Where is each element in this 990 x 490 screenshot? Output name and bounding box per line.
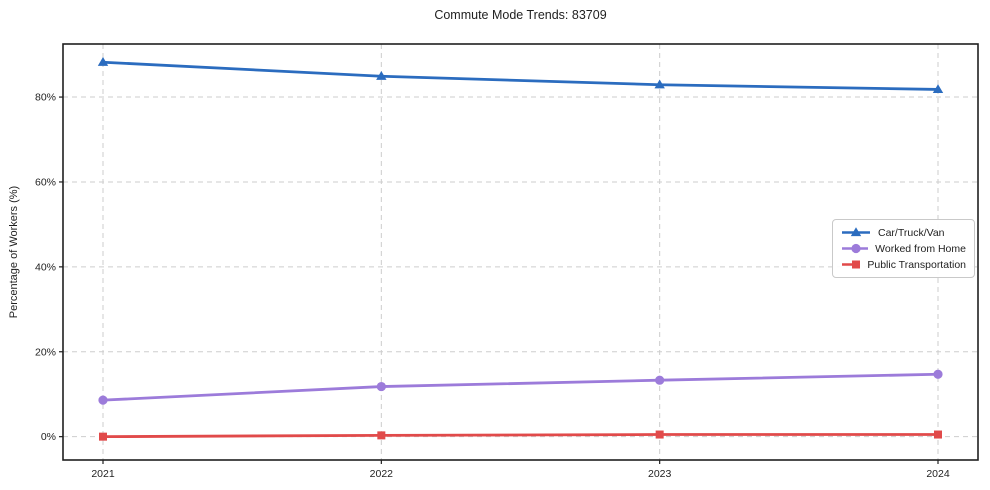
x-tick-label: 2024 <box>926 468 950 480</box>
series-marker-public-transportation <box>655 430 664 439</box>
legend-label: Car/Truck/Van <box>878 226 945 239</box>
x-tick-label: 2023 <box>648 468 672 480</box>
y-tick-label: 80% <box>35 92 56 104</box>
y-tick-label: 20% <box>35 346 56 358</box>
series-marker-worked-from-home <box>376 381 386 392</box>
legend-sample-marker <box>851 243 861 254</box>
legend-square-marker-icon <box>842 260 861 269</box>
series-marker-worked-from-home <box>933 369 943 379</box>
legend-sample-marker <box>852 260 860 269</box>
y-tick-label: 60% <box>35 176 56 188</box>
plot-border <box>62 43 979 461</box>
legend-item-worked-from-home: Worked from Home <box>841 242 966 255</box>
series-marker-worked-from-home <box>98 395 108 405</box>
chart-legend: Car/Truck/Van Worked from Home Public Tran… <box>832 219 975 278</box>
series-marker-car-truck-van <box>376 71 387 80</box>
y-tick-label: 40% <box>35 261 56 273</box>
series-marker-car-truck-van <box>932 84 944 94</box>
legend-item-car-truck-van: Car/Truck/Van <box>841 226 966 239</box>
x-tick-label: 2021 <box>91 468 115 480</box>
series-marker-car-truck-van <box>97 57 109 66</box>
legend-label: Public Transportation <box>867 258 966 271</box>
series-marker-public-transportation <box>934 430 942 439</box>
series-marker-public-transportation <box>377 431 386 440</box>
chart-title: Commute Mode Trends: 83709 <box>434 8 607 22</box>
series-marker-worked-from-home <box>655 375 665 385</box>
series-line-public-transportation <box>101 433 940 439</box>
legend-sample-marker <box>850 227 862 237</box>
legend-item-public-transportation: Public Transportation <box>841 258 966 271</box>
series-marker-car-truck-van <box>654 79 665 89</box>
series-line-worked-from-home <box>101 372 940 402</box>
series-marker-public-transportation <box>99 432 107 441</box>
legend-triangle-marker-icon <box>842 227 870 237</box>
legend-circle-marker-icon <box>842 243 869 254</box>
x-tick-label: 2022 <box>370 468 394 480</box>
y-tick-label: 0% <box>41 431 56 443</box>
series-line-car-truck-van <box>101 60 940 91</box>
legend-label: Worked from Home <box>875 242 966 255</box>
